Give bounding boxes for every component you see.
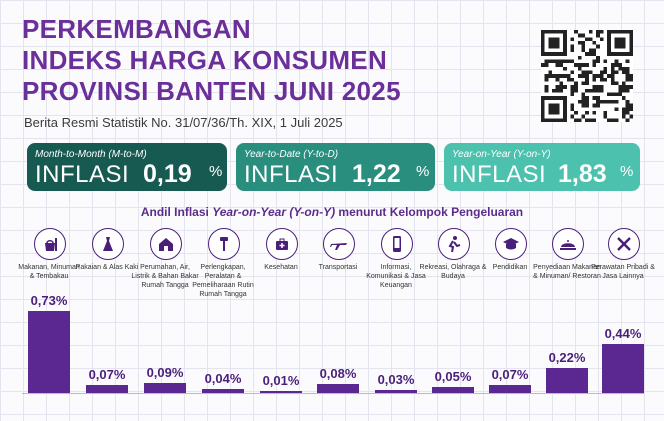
bar: [375, 390, 417, 393]
bar-value-label: 0,08%: [319, 366, 357, 381]
bar-value-label: 0,22%: [548, 350, 586, 365]
category-label: Makanan, Minuman & Tembakau: [18, 264, 80, 280]
bar: [28, 311, 70, 393]
card-inflasi-text: INFLASI: [452, 161, 547, 188]
bar-value-label: 0,07%: [491, 367, 529, 382]
bar-value-label: 0,07%: [88, 367, 126, 382]
smartphone-icon: [381, 228, 413, 260]
bar-value-label: 0,03%: [377, 372, 415, 387]
bar-value-label: 0,05%: [434, 369, 472, 384]
bar: [546, 368, 588, 393]
airplane-icon: [323, 228, 355, 260]
card-value: 0,19: [143, 160, 192, 188]
bar-value-label: 0,73%: [30, 293, 68, 308]
grooming-icon: [608, 228, 640, 260]
card-label: Year-to-Date (Y-to-D): [244, 149, 339, 160]
subtitle: Berita Resmi Statistik No. 31/07/36/Th. …: [24, 115, 343, 130]
bar-value-label: 0,01%: [262, 373, 300, 388]
bar: [602, 344, 644, 393]
page-title: PERKEMBANGAN INDEKS HARGA KONSUMEN PROVI…: [22, 14, 401, 107]
category-label: Penyediaan Makanan & Minuman/ Restoran: [533, 264, 601, 280]
card-year-to-date: Year-to-Date (Y-to-D) INFLASI 1,22 %: [236, 143, 435, 191]
category-label: Perumahan, Air, Listrik & Bahan Bakar Ru…: [131, 264, 199, 289]
category-label: Perlengkapan, Peralatan & Pemeliharaan R…: [192, 264, 254, 298]
bar: [260, 391, 302, 393]
chart-baseline: [22, 393, 644, 394]
card-value: 1,83: [558, 160, 607, 188]
tools-icon: [208, 228, 240, 260]
bar: [202, 389, 244, 393]
chart-title: Andil Inflasi Year-on-Year (Y-on-Y) menu…: [0, 205, 664, 219]
card-value: 1,22: [352, 160, 401, 188]
bar: [86, 385, 128, 393]
card-unit: %: [620, 163, 634, 180]
category-label: Informasi, Komunikasi & Jasa Keuangan: [366, 264, 426, 289]
house-icon: [150, 228, 182, 260]
title-line-1: PERKEMBANGAN: [22, 14, 251, 44]
bar-value-label: 0,04%: [204, 371, 242, 386]
chart-title-part: Andil Inflasi: [140, 205, 213, 219]
card-unit: %: [209, 163, 223, 180]
category-label: Kesehatan: [264, 264, 298, 271]
category-label: Perawatan Pribadi & Jasa Lainnya: [591, 264, 655, 280]
bar-value-label: 0,44%: [604, 326, 642, 341]
restaurant-icon: [552, 228, 584, 260]
medical-bag-icon: [266, 228, 298, 260]
card-inflasi-text: INFLASI: [35, 161, 130, 188]
category-label: Transportasi: [318, 264, 358, 271]
card-label: Month-to-Month (M-to-M): [35, 149, 147, 160]
chart-title-emphasis: Year-on-Year (Y-on-Y): [212, 205, 336, 219]
bar: [432, 387, 474, 393]
card-year-on-year: Year-on-Year (Y-on-Y) INFLASI 1,83 %: [444, 143, 640, 191]
title-line-2: INDEKS HARGA KONSUMEN: [22, 45, 388, 75]
dress-icon: [92, 228, 124, 260]
food-icon: [34, 228, 66, 260]
card-label: Year-on-Year (Y-on-Y): [452, 149, 551, 160]
sports-icon: [438, 228, 470, 260]
card-unit: %: [416, 163, 430, 180]
bar: [489, 385, 531, 393]
qr-code: [541, 30, 633, 122]
bar: [317, 384, 359, 393]
graduation-cap-icon: [495, 228, 527, 260]
category-label: Pakaian & Alas Kaki: [75, 264, 139, 271]
card-month-to-month: Month-to-Month (M-to-M) INFLASI 0,19 %: [27, 143, 227, 191]
bar-value-label: 0,09%: [146, 365, 184, 380]
card-inflasi-text: INFLASI: [244, 161, 339, 188]
category-label: Rekreasi, Olahraga & Budaya: [419, 264, 487, 280]
title-line-3: PROVINSI BANTEN JUNI 2025: [22, 76, 401, 106]
chart-title-part: menurut Kelompok Pengeluaran: [335, 205, 524, 219]
category-label: Pendidikan: [492, 264, 528, 271]
bar: [144, 383, 186, 393]
